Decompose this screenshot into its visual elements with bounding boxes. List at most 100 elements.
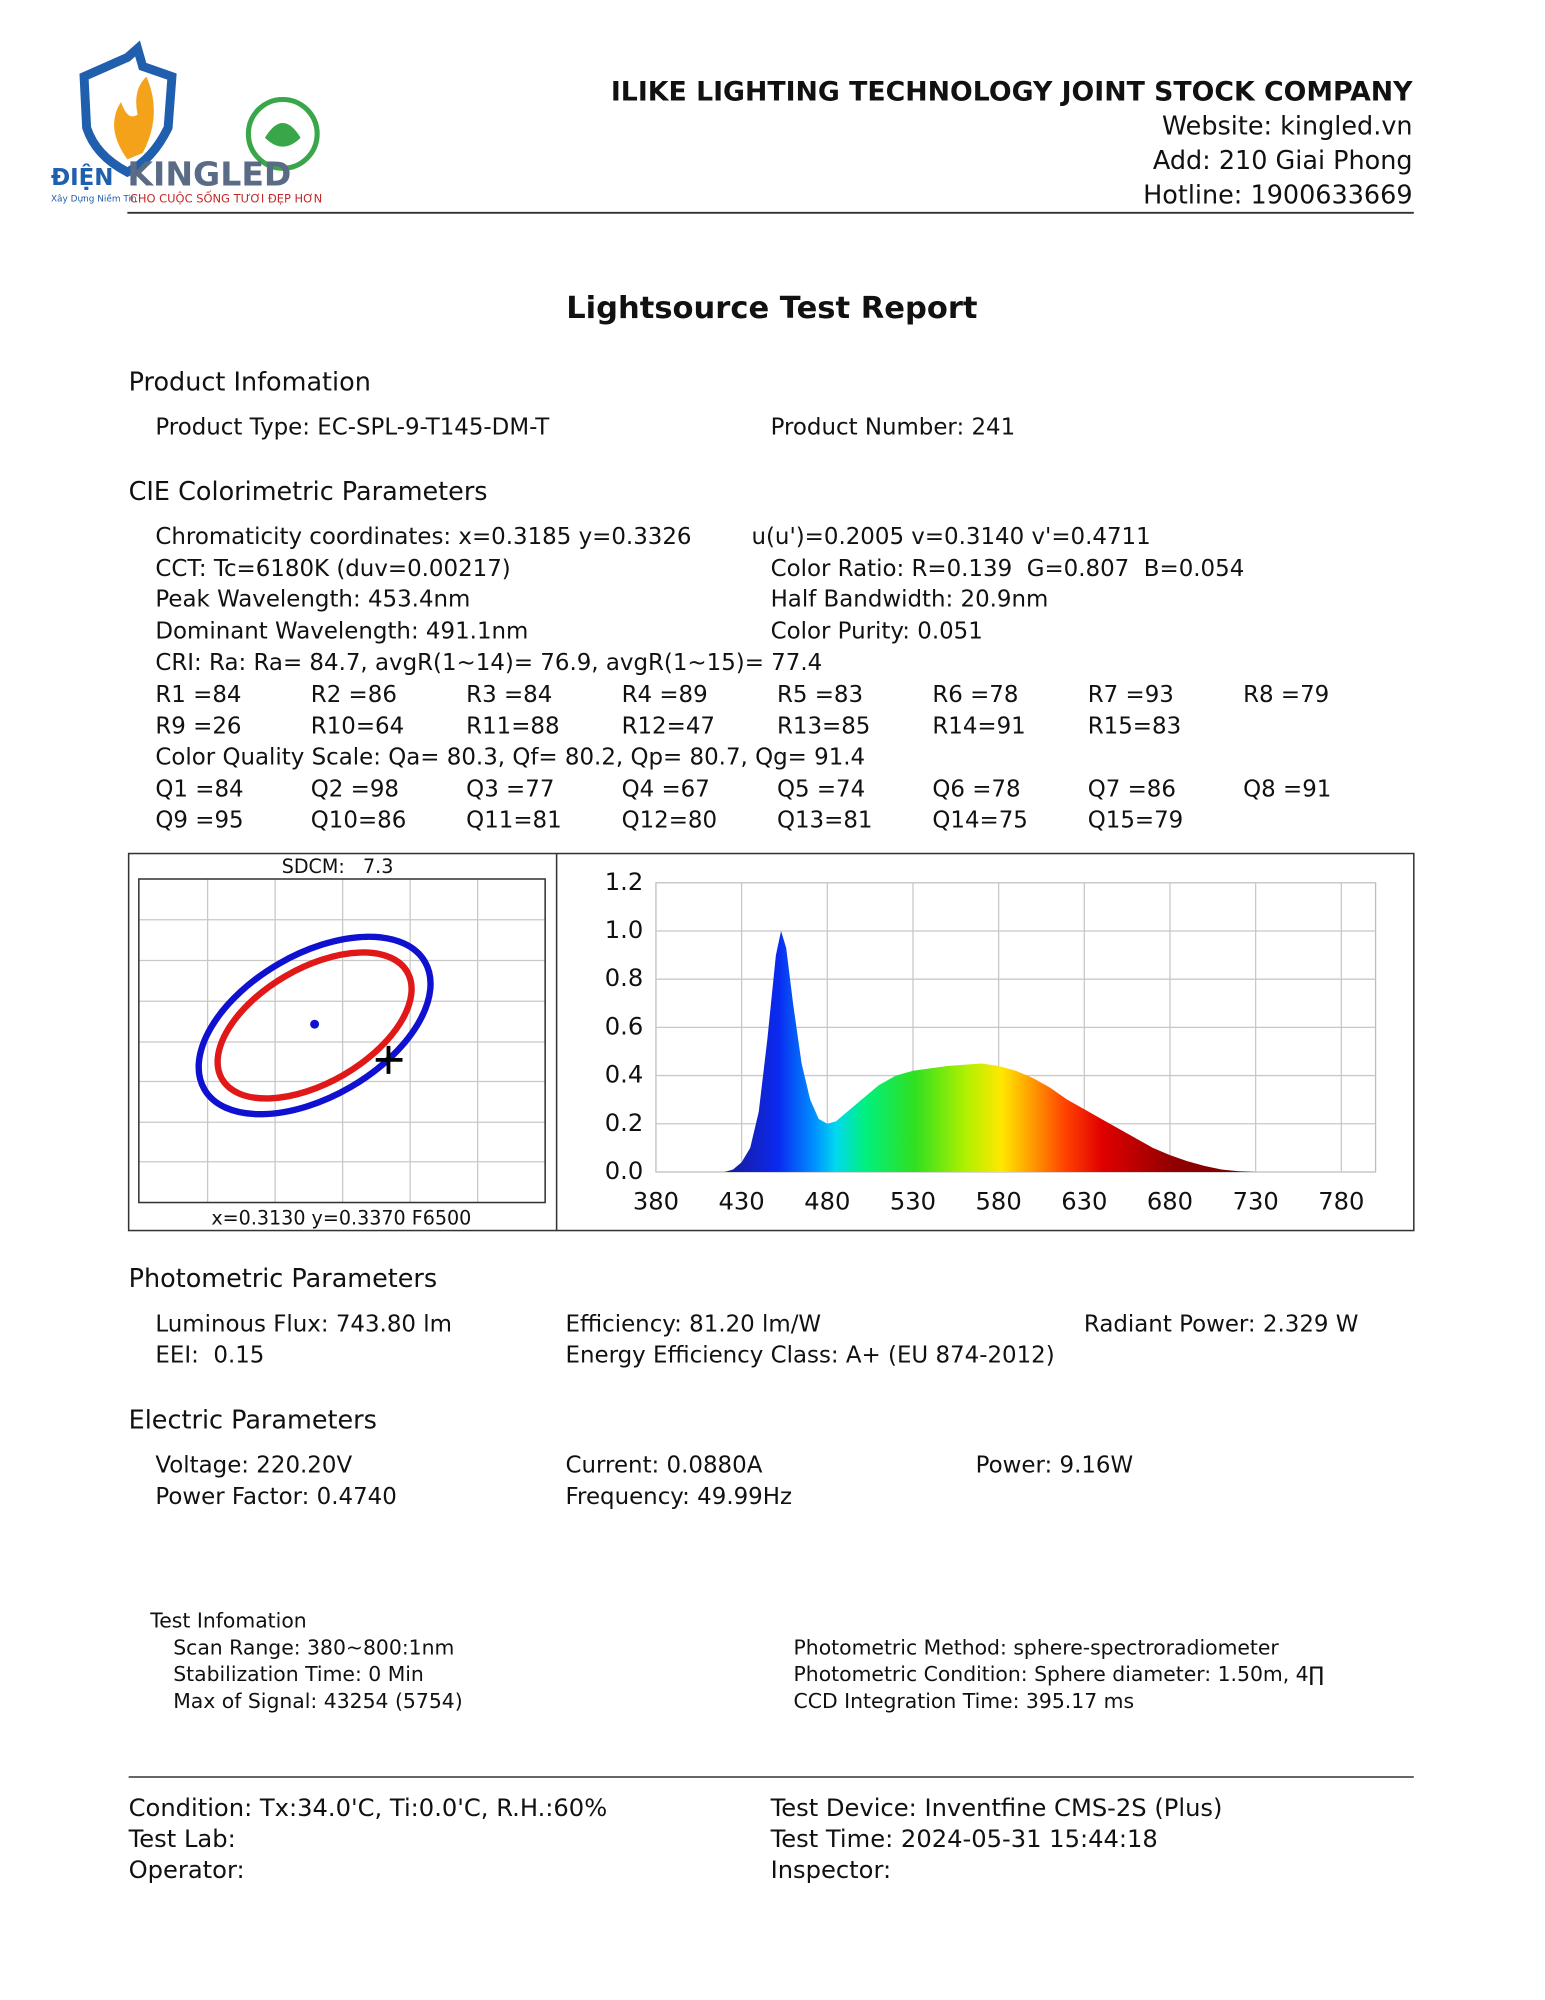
- cri-value: R10=64: [311, 713, 404, 739]
- website: Website: kingled.vn: [1162, 112, 1413, 142]
- logo-circle: [245, 96, 320, 171]
- field: Current: 0.0880A: [566, 1453, 763, 1479]
- cqs-value: Q3 =77: [466, 776, 554, 802]
- y-tick-label: 1.2: [605, 868, 643, 896]
- cri-value: R14=91: [932, 713, 1025, 739]
- section-heading: CIE Colorimetric Parameters: [129, 477, 488, 507]
- sdcm-axes: [138, 878, 546, 1204]
- field: Power Factor: 0.4740: [155, 1484, 396, 1510]
- logo-flame: [114, 76, 154, 160]
- hotline: Hotline: 1900633669: [1143, 180, 1412, 210]
- x-tick-label: 630: [1061, 1188, 1107, 1216]
- field: Color Quality Scale: Qa= 80.3, Qf= 80.2,…: [155, 744, 865, 770]
- logo-small-text: Xây Dựng Niềm Tin: [51, 193, 137, 204]
- cri-value: R6 =78: [932, 682, 1018, 708]
- field: Color Purity: 0.051: [771, 618, 983, 644]
- field: Energy Efficiency Class: A+ (EU 874-2012…: [566, 1342, 1055, 1368]
- x-tick-label: 530: [890, 1188, 936, 1216]
- field: CCT: Tc=6180K (duv=0.00217): [155, 556, 510, 582]
- cri-value: R15=83: [1088, 713, 1181, 739]
- sdcm-reference-cross: [375, 1045, 403, 1074]
- footer-field: Operator:: [129, 1856, 245, 1884]
- field: Max of Signal: 43254 (5754): [173, 1689, 462, 1713]
- cqs-value: Q11=81: [466, 808, 562, 834]
- company-name: ILIKE LIGHTING TECHNOLOGY JOINT STOCK CO…: [611, 77, 1413, 108]
- logo: [79, 40, 320, 178]
- y-tick-label: 0.6: [605, 1012, 643, 1040]
- x-tick-label: 580: [976, 1188, 1022, 1216]
- footer-field: Condition: Tx:34.0'C, Ti:0.0'C, R.H.:60%: [129, 1794, 608, 1822]
- cqs-value: Q7 =86: [1088, 776, 1176, 802]
- cqs-value: Q2 =98: [311, 776, 399, 802]
- cri-value: R4 =89: [622, 682, 708, 708]
- y-tick-label: 0.0: [605, 1157, 643, 1185]
- x-tick-label: 680: [1147, 1188, 1193, 1216]
- field: Peak Wavelength: 453.4nm: [155, 587, 470, 613]
- cri-value: R2 =86: [311, 682, 397, 708]
- cri-value: R7 =93: [1088, 682, 1174, 708]
- field: Stabilization Time: 0 Min: [173, 1662, 424, 1686]
- field: Dominant Wavelength: 491.1nm: [155, 618, 528, 644]
- field: Radiant Power: 2.329 W: [1084, 1311, 1359, 1337]
- field: Chromaticity coordinates: x=0.3185 y=0.3…: [155, 524, 691, 550]
- cri-value: R13=85: [777, 713, 870, 739]
- cqs-value: Q10=86: [311, 808, 407, 834]
- logo-brand: KINGLED: [127, 154, 291, 193]
- footer-field: Test Lab:: [128, 1825, 236, 1853]
- logo-text: ĐIỆN: [51, 163, 114, 191]
- cqs-value: Q15=79: [1088, 808, 1184, 834]
- field: Photometric Method: sphere-spectroradiom…: [794, 1635, 1280, 1659]
- field: Product Number: 241: [771, 415, 1016, 441]
- logo-shield: [79, 40, 177, 178]
- sdcm-grid: [138, 878, 546, 1203]
- cri-value: R1 =84: [155, 682, 241, 708]
- cri-value: R9 =26: [155, 713, 241, 739]
- sdcm-ellipse-outer: [195, 933, 434, 1118]
- cqs-value: Q4 =67: [622, 776, 710, 802]
- field: CCD Integration Time: 395.17 ms: [794, 1689, 1135, 1713]
- x-tick-label: 380: [633, 1188, 679, 1216]
- x-tick-label: 480: [804, 1188, 850, 1216]
- field: Half Bandwidth: 20.9nm: [771, 587, 1049, 613]
- y-tick-label: 0.2: [605, 1109, 643, 1137]
- field: Luminous Flux: 743.80 lm: [155, 1311, 452, 1337]
- y-tick-label: 0.8: [605, 964, 643, 992]
- field: Efficiency: 81.20 lm/W: [566, 1311, 822, 1337]
- cri-value: R3 =84: [466, 682, 552, 708]
- cqs-value: Q1 =84: [155, 776, 243, 802]
- field: Product Type: EC-SPL-9-T145-DM-T: [155, 415, 550, 441]
- cqs-value: Q6 =78: [932, 776, 1020, 802]
- section-heading: Electric Parameters: [129, 1406, 377, 1436]
- field: Power: 9.16W: [976, 1453, 1134, 1479]
- field: Scan Range: 380~800:1nm: [173, 1635, 454, 1659]
- cqs-value: Q5 =74: [777, 776, 865, 802]
- field: CRI: Ra: Ra= 84.7, avgR(1~14)= 76.9, avg…: [155, 650, 822, 676]
- sdcm-plot: [138, 878, 546, 1204]
- chart-frame: [127, 852, 1415, 1232]
- x-tick-label: 780: [1318, 1188, 1364, 1216]
- x-tick-label: 730: [1233, 1188, 1279, 1216]
- y-tick-label: 1.0: [605, 916, 643, 944]
- spectrum-area: [655, 931, 1376, 1172]
- cri-value: R11=88: [466, 713, 559, 739]
- field: EEI: 0.15: [155, 1342, 264, 1368]
- sdcm-title: SDCM: 7.3: [282, 855, 394, 878]
- footer-field: Test Time: 2024-05-31 15:44:18: [770, 1825, 1158, 1853]
- y-tick-label: 0.4: [605, 1061, 643, 1089]
- section-heading: Product Infomation: [129, 368, 371, 398]
- section-heading: Photometric Parameters: [129, 1264, 438, 1294]
- sdcm-reference: x=0.3130 y=0.3370 F6500: [211, 1207, 471, 1230]
- cri-value: R12=47: [622, 713, 715, 739]
- cqs-value: Q13=81: [777, 808, 873, 834]
- report-title: Lightsource Test Report: [566, 291, 977, 326]
- field: Frequency: 49.99Hz: [566, 1484, 792, 1510]
- logo-tagline: CHO CUỘC SỐNG TƯƠI ĐẸP HƠN: [130, 189, 322, 205]
- section-heading: Test Infomation: [149, 1609, 306, 1633]
- x-tick-label: 430: [719, 1188, 765, 1216]
- cri-value: R8 =79: [1243, 682, 1329, 708]
- address: Add: 210 Giai Phong: [1153, 146, 1413, 176]
- footer-field: Inspector:: [771, 1856, 892, 1884]
- cqs-value: Q14=75: [932, 808, 1028, 834]
